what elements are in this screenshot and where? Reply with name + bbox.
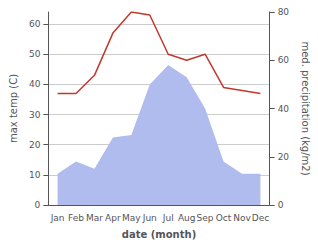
svg-text:60: 60 <box>278 55 290 65</box>
svg-text:Dec: Dec <box>252 213 269 223</box>
svg-text:med. precipitation (kg/m2): med. precipitation (kg/m2) <box>300 41 311 175</box>
svg-text:0: 0 <box>278 200 284 210</box>
svg-text:60: 60 <box>29 19 41 29</box>
svg-text:20: 20 <box>29 140 41 150</box>
svg-text:10: 10 <box>29 170 41 180</box>
svg-text:40: 40 <box>29 79 41 89</box>
svg-text:50: 50 <box>29 49 41 59</box>
svg-text:30: 30 <box>29 110 41 120</box>
svg-text:Aug: Aug <box>178 213 196 223</box>
svg-text:Jun: Jun <box>142 213 157 223</box>
svg-text:80: 80 <box>278 7 290 17</box>
svg-text:Nov: Nov <box>233 213 251 223</box>
svg-text:date (month): date (month) <box>122 229 196 240</box>
svg-text:Apr: Apr <box>105 213 121 223</box>
svg-text:Feb: Feb <box>68 213 84 223</box>
svg-text:Jan: Jan <box>50 213 65 223</box>
svg-text:max temp (C): max temp (C) <box>8 74 19 143</box>
svg-text:Oct: Oct <box>216 213 232 223</box>
svg-text:May: May <box>122 213 141 223</box>
svg-text:0: 0 <box>35 200 41 210</box>
svg-text:20: 20 <box>278 152 290 162</box>
svg-text:Jul: Jul <box>162 213 174 223</box>
svg-text:Mar: Mar <box>86 213 103 223</box>
svg-text:Sep: Sep <box>197 213 214 223</box>
svg-text:40: 40 <box>278 104 290 114</box>
